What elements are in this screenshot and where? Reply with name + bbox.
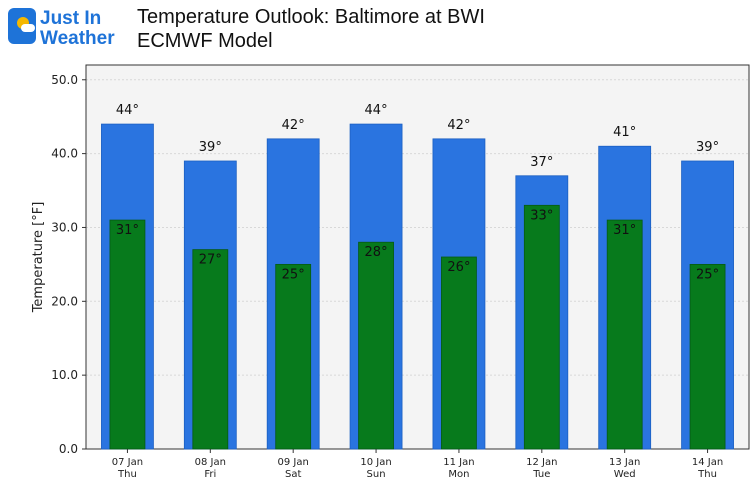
chart-subtitle: ECMWF Model [137,30,273,52]
data-label-high: 39° [199,140,222,155]
x-tick-label-date: 07 Jan [112,457,143,468]
x-tick-label-day: Sun [367,469,386,480]
data-label-high: 39° [696,140,719,155]
data-label-high: 41° [613,125,636,140]
y-tick-label: 20.0 [51,294,78,308]
x-tick-label-day: Thu [697,469,717,480]
data-label-low: 31° [116,223,139,238]
x-tick-label-day: Sat [285,469,301,480]
x-tick-label-date: 12 Jan [526,457,557,468]
data-label-high: 42° [282,118,305,133]
data-label-low: 28° [365,245,388,260]
y-axis-label: Temperature [°F] [31,202,46,314]
x-tick-label-day: Wed [614,469,636,480]
data-label-low: 26° [447,260,470,275]
bar-low [275,263,312,450]
bar-low [689,263,726,450]
data-label-low: 25° [696,267,719,282]
x-tick-label-day: Mon [448,469,469,480]
x-tick-label-date: 08 Jan [195,457,226,468]
bar-low [192,249,229,450]
logo-text-line2: Weather [40,28,115,49]
data-label-low: 25° [282,267,305,282]
bar-low [109,219,146,450]
data-label-low: 31° [613,223,636,238]
weather-icon [8,8,36,44]
y-tick-label: 10.0 [51,368,78,382]
bar-low [523,204,560,450]
data-label-high: 44° [116,103,139,118]
bar-low [358,241,394,450]
x-tick-label-date: 14 Jan [692,457,723,468]
y-tick-label: 50.0 [51,73,78,87]
data-label-high: 37° [530,155,553,170]
y-tick-label: 30.0 [51,220,78,234]
x-tick-label-day: Tue [532,469,550,480]
brand-logo: Just In Weather [4,4,132,52]
x-tick-label-date: 09 Jan [278,457,309,468]
x-tick-label-date: 10 Jan [360,457,391,468]
x-tick-label-date: 13 Jan [609,457,640,468]
data-label-low: 33° [530,208,553,223]
x-tick-label-date: 11 Jan [443,457,474,468]
logo-text-line1: Just In [40,8,102,29]
data-label-low: 27° [199,253,222,268]
chart-title: Temperature Outlook: Baltimore at BWI [137,6,485,28]
data-label-high: 42° [447,118,470,133]
plot-frame [85,64,750,450]
x-tick-label-day: Fri [204,469,216,480]
x-tick-label-day: Thu [117,469,137,480]
data-label-high: 44° [365,103,388,118]
bar-low [441,256,477,450]
bar-low [606,219,643,450]
y-tick-label: 40.0 [51,147,78,161]
y-tick-label: 0.0 [59,442,78,456]
